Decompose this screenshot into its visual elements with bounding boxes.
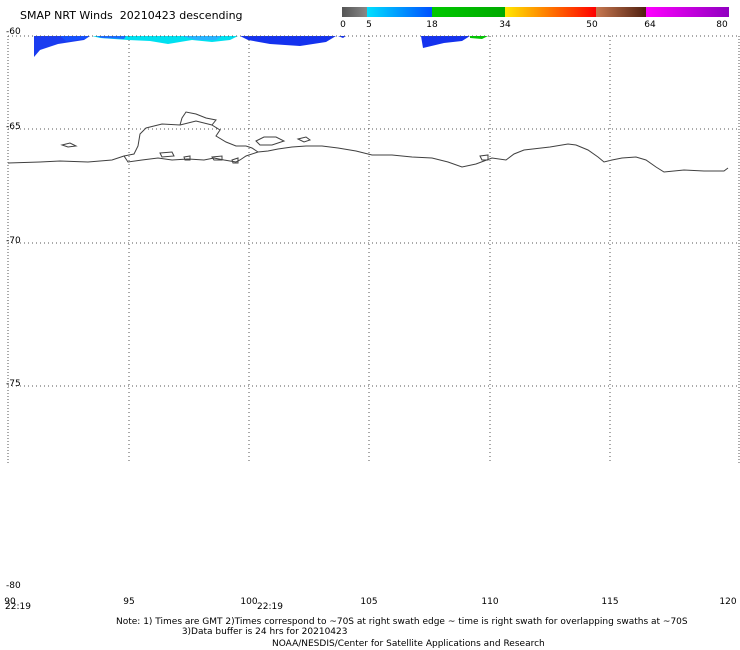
wind-swath-blue [96, 36, 126, 39]
lat-label: -80 [6, 581, 21, 591]
coastline-antarctica [7, 111, 729, 173]
swath-time-label: 22:19 [5, 602, 31, 612]
map-frame [7, 36, 740, 464]
lon-label: 115 [601, 597, 619, 607]
coastline-island [159, 151, 175, 158]
wind-swath-blue [240, 36, 336, 46]
graticule [8, 35, 740, 464]
colorbar-segment-calm [342, 7, 367, 17]
coastline-island [183, 155, 191, 161]
coastline-island [60, 142, 78, 148]
coastline-island [231, 157, 239, 164]
swath-time-label: 22:19 [257, 602, 283, 612]
lon-label: 90 [4, 597, 16, 607]
colorbar-segment-hurricane [646, 7, 729, 17]
colorbar-segment-storm [596, 7, 646, 17]
notes: Note: 1) Times are GMT 2)Times correspon… [116, 617, 688, 637]
colorbar-tick: 64 [644, 20, 656, 30]
credit: NOAA/NESDIS/Center for Satellite Applica… [272, 639, 545, 649]
wind-swath-green [470, 36, 488, 39]
colorbar-segment-moderate [432, 7, 505, 17]
lat-label: -70 [6, 236, 21, 246]
coastline [7, 143, 729, 173]
coastline-island [179, 120, 213, 126]
lon-label: 95 [123, 597, 135, 607]
lon-label: 105 [360, 597, 378, 607]
lon-label: 120 [719, 597, 737, 607]
colorbar-tick: 34 [499, 20, 511, 30]
coastline-island [255, 136, 286, 146]
wind-speed-colorbar [342, 7, 729, 17]
lat-label: -65 [6, 122, 21, 132]
coastline-island [296, 136, 312, 143]
coastline-island [479, 154, 489, 161]
colorbar-tick: 18 [426, 20, 438, 30]
lon-label: 110 [481, 597, 499, 607]
colorbar-tick: 50 [586, 20, 598, 30]
wind-swath-blue [421, 36, 470, 48]
wind-swaths [34, 36, 488, 57]
colorbar-tick: 80 [716, 20, 728, 30]
page-title: SMAP NRT Winds 20210423 descending [20, 9, 243, 22]
notes-line: 3)Data buffer is 24 hrs for 20210423 [181, 627, 348, 637]
colorbar-segment-strong [505, 7, 596, 17]
colorbar-segment-light [367, 7, 432, 17]
lat-label: -60 [6, 27, 21, 37]
lat-label: -75 [6, 379, 21, 389]
coastline-island [211, 155, 223, 161]
wind-swath-lightblue [182, 36, 222, 40]
notes-line: Note: 1) Times are GMT 2)Times correspon… [116, 617, 688, 627]
colorbar-tick: 0 [340, 20, 346, 30]
lon-label: 100 [240, 597, 258, 607]
wind-swath-blue [34, 36, 90, 57]
colorbar-tick: 5 [366, 20, 372, 30]
wind-swath-blue [60, 36, 90, 41]
coastline-ice-shelf [123, 111, 259, 157]
